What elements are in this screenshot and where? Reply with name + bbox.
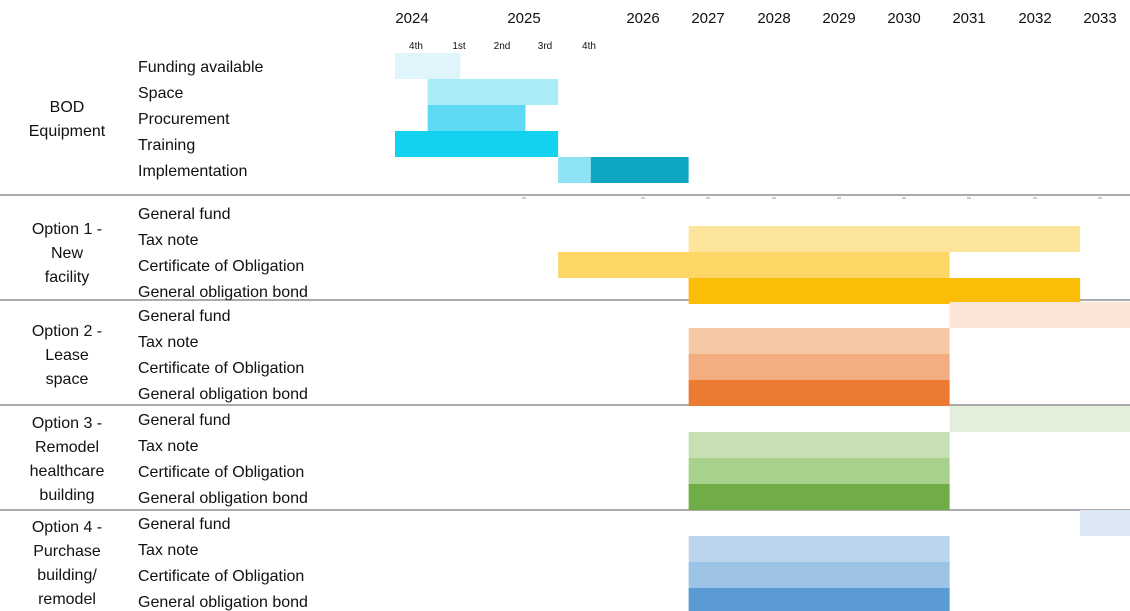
task-label: Procurement <box>138 111 230 128</box>
year-label-2025: 2025 <box>507 10 540 27</box>
group-label-line: BOD <box>50 99 85 116</box>
quarter-label: 1st <box>452 41 466 52</box>
group-label-line: Equipment <box>29 123 106 140</box>
timeline-bar <box>1080 510 1130 536</box>
year-label-2029: 2029 <box>822 10 855 27</box>
group-label-line: remodel <box>38 591 96 608</box>
quarter-label: 4th <box>582 41 596 52</box>
timeline-bar <box>395 53 461 79</box>
timeline-bar <box>688 458 950 484</box>
year-label-2031: 2031 <box>952 10 985 27</box>
group-label-line: Lease <box>45 347 89 364</box>
group-label-line: New <box>51 245 83 262</box>
timeline-bar <box>688 354 950 380</box>
bar-layer <box>395 53 1130 611</box>
timeline-bar <box>688 484 950 510</box>
year-label-2028: 2028 <box>757 10 790 27</box>
year-label-2032: 2032 <box>1018 10 1051 27</box>
timeline-bar <box>590 157 689 183</box>
group-label-line: building <box>39 487 94 504</box>
task-label: General fund <box>138 206 231 223</box>
task-label: Tax note <box>138 334 199 351</box>
task-label: Certificate of Obligation <box>138 258 304 275</box>
task-label: General fund <box>138 412 231 429</box>
year-label-2033: 2033 <box>1083 10 1116 27</box>
task-label: General fund <box>138 308 231 325</box>
task-label: Tax note <box>138 438 199 455</box>
task-label: Tax note <box>138 542 199 559</box>
timeline-bar <box>688 278 1081 304</box>
group-label-line: building/ <box>37 567 97 584</box>
year-label-2026: 2026 <box>626 10 659 27</box>
timeline-bar <box>558 252 950 278</box>
timeline-bar <box>427 79 559 105</box>
timeline-bar <box>688 328 950 354</box>
task-label: Certificate of Obligation <box>138 568 304 585</box>
timeline-bar <box>688 380 950 406</box>
group-label-line: Option 3 - <box>32 415 102 432</box>
timeline-bar <box>949 406 1130 432</box>
timeline-bar <box>688 226 1081 252</box>
timeline-bar <box>949 302 1130 328</box>
group-label-line: healthcare <box>30 463 105 480</box>
task-label: General obligation bond <box>138 386 308 403</box>
task-label: Certificate of Obligation <box>138 360 304 377</box>
timeline-bar <box>688 432 950 458</box>
year-label-2027: 2027 <box>691 10 724 27</box>
quarter-label: 4th <box>409 41 423 52</box>
quarter-label: 3rd <box>538 41 552 52</box>
year-label-2030: 2030 <box>887 10 920 27</box>
task-label: Implementation <box>138 163 247 180</box>
group-label-line: Option 1 - <box>32 221 102 238</box>
task-label: Space <box>138 85 183 102</box>
group-label-line: Option 4 - <box>32 519 102 536</box>
quarter-label: 2nd <box>494 41 511 52</box>
timeline-bar <box>688 588 950 611</box>
group-label-line: Remodel <box>35 439 99 456</box>
group-label-line: facility <box>45 269 89 286</box>
task-label: General fund <box>138 516 231 533</box>
task-label: General obligation bond <box>138 490 308 507</box>
task-label: General obligation bond <box>138 594 308 611</box>
group-label-line: space <box>46 371 89 388</box>
task-label: Training <box>138 137 195 154</box>
task-label: Tax note <box>138 232 199 249</box>
task-label: Certificate of Obligation <box>138 464 304 481</box>
timeline-bar <box>688 536 950 562</box>
task-label: Funding available <box>138 59 264 76</box>
group-label-line: Option 2 - <box>32 323 102 340</box>
timeline-bar <box>427 105 526 131</box>
timeline-bar <box>688 562 950 588</box>
label-layer: 2024 2025 2026 2027 2028 2029 2030 2031 2032 2033… <box>29 10 1117 611</box>
task-label: General obligation bond <box>138 284 308 301</box>
year-label-2024: 2024 <box>395 10 428 27</box>
group-label-line: Purchase <box>33 543 101 560</box>
timeline-bar <box>395 131 559 157</box>
timeline-bar <box>558 157 591 183</box>
